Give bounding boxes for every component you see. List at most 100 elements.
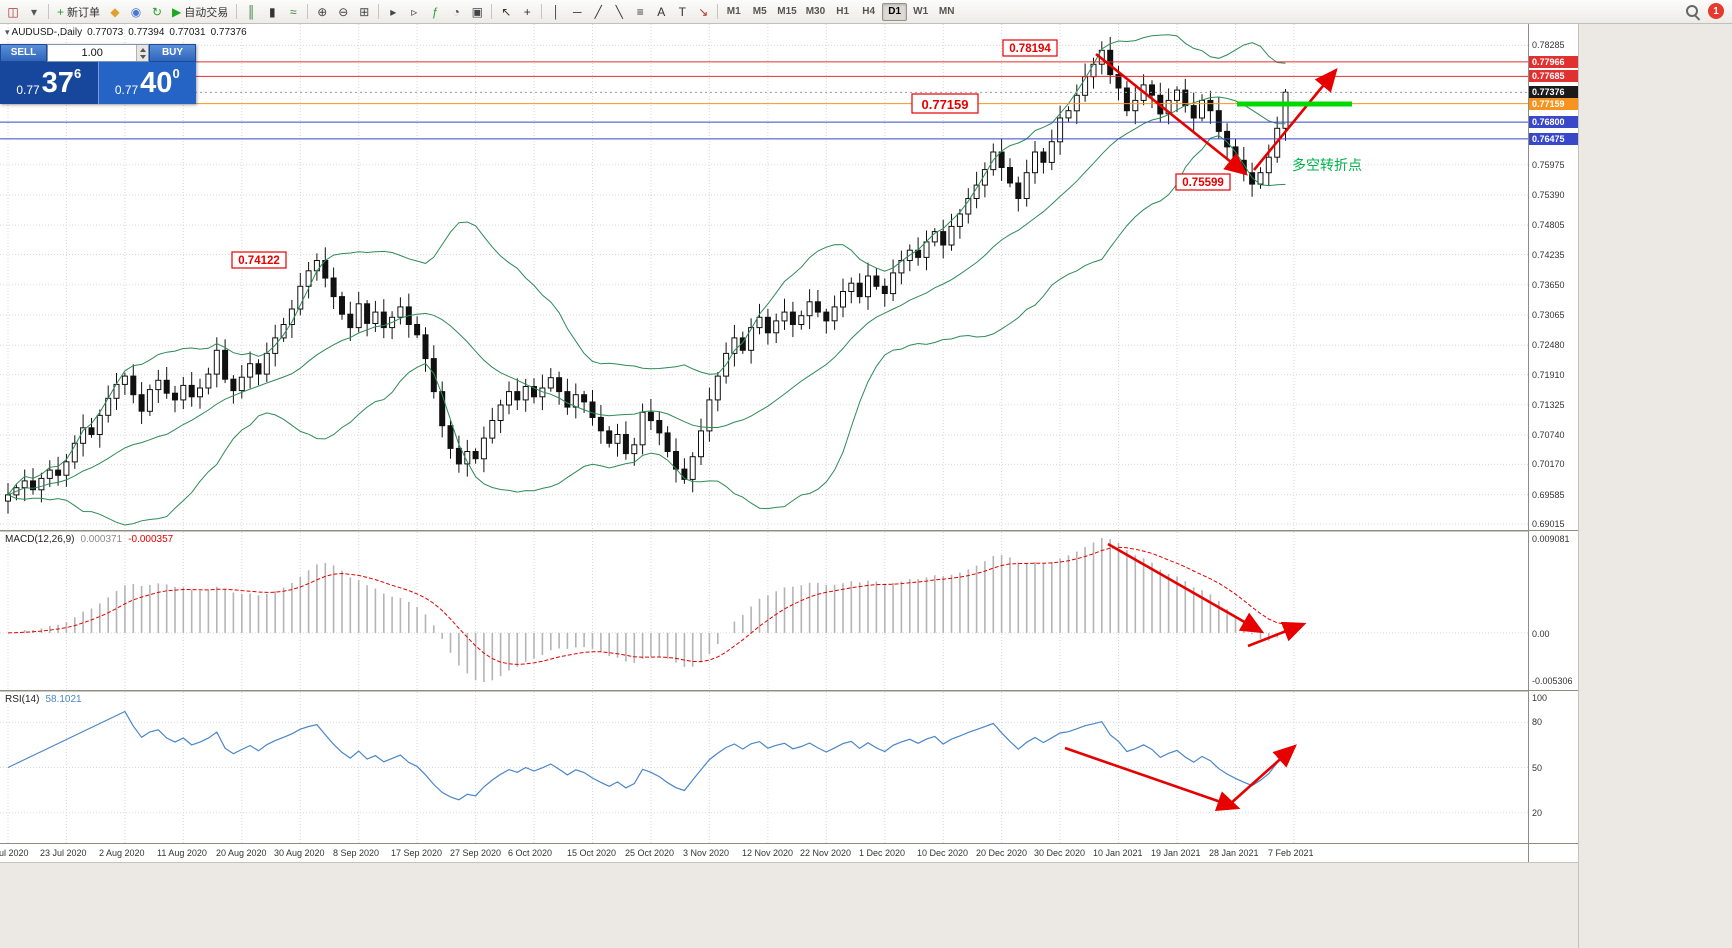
rsi-chart[interactable] <box>0 692 1528 843</box>
turning-point-label[interactable]: 多空转折点 <box>1292 157 1362 173</box>
label-button[interactable]: T <box>672 2 692 22</box>
candlestick-chart-button[interactable]: ▮ <box>262 2 282 22</box>
price-chart[interactable]: 0.78194 0.77159 0.75599 0.74122 多空转折点 <box>0 24 1528 530</box>
macd-splitter[interactable] <box>0 530 1528 532</box>
trend-arrows[interactable] <box>1095 52 1338 176</box>
auto-scroll-button[interactable]: ▸ <box>383 2 403 22</box>
candlestick-chart-icon: ▮ <box>268 4 276 19</box>
zoom-out-button[interactable]: ⊖ <box>333 2 353 22</box>
axis-label: 50 <box>1532 763 1543 773</box>
profiles-dropdown[interactable]: ▾ <box>24 2 44 22</box>
grid-layer <box>0 24 1528 530</box>
date-label: 10 Jan 2021 <box>1093 848 1143 858</box>
sell-price-display[interactable]: 0.77 37 6 <box>0 62 99 104</box>
timeframe-h4[interactable]: H4 <box>856 3 881 21</box>
line-chart-button[interactable]: ≈ <box>283 2 303 22</box>
buy-button[interactable]: BUY <box>149 44 196 62</box>
horizontal-line-objects[interactable] <box>0 61 1528 140</box>
toolbar-buttons: ◫ ▾ + 新订单 ◆ ◉ ↻ ▶ 自动交易 ║ ▮ ≈ ⊕ ⊖ ⊞ ▸ ▹ ƒ ◔ ▣ ↖ + │ ─ ╱ ╲ ≡ A T ↘ <box>3 2 721 22</box>
date-label: 25 Oct 2020 <box>625 848 675 858</box>
arrow-tool-button[interactable]: ↘ <box>693 2 713 22</box>
trendline-button[interactable]: ╱ <box>588 2 608 22</box>
buy-price-prefix: 0.77 <box>114 83 139 97</box>
toolbar-separator <box>378 4 380 19</box>
timeframe-m5[interactable]: M5 <box>747 3 772 21</box>
arrow-tool-icon: ↘ <box>698 4 709 19</box>
chart-window: 0.78194 0.77159 0.75599 0.74122 多空转折点 ▾ AUDUS… <box>0 24 1578 862</box>
symbol-dropdown-icon[interactable]: ▾ <box>5 27 10 37</box>
horizontal-line-button[interactable]: ─ <box>567 2 587 22</box>
time-axis[interactable]: 14 Jul 2020 23 Jul 2020 2 Aug 2020 11 Aug 2… <box>0 843 1528 862</box>
refresh-button[interactable]: ↻ <box>147 2 167 22</box>
timeframe-d1[interactable]: D1 <box>882 2 908 21</box>
vertical-line-button[interactable]: │ <box>546 2 566 22</box>
price-line-label: 0.77685 <box>1529 70 1578 82</box>
svg-text:0.74122: 0.74122 <box>238 255 280 267</box>
axis-label: 20 <box>1532 808 1543 818</box>
rsi-splitter[interactable] <box>0 690 1528 692</box>
macd-header: MACD(12,26,9) 0.000371 -0.000357 <box>5 534 179 545</box>
global-search-icon: ◉ <box>130 4 142 19</box>
text-icon: A <box>657 4 666 19</box>
search-icon[interactable] <box>1685 4 1700 19</box>
new-order-button[interactable]: + 新订单 <box>53 2 104 22</box>
date-label: 10 Dec 2020 <box>917 848 969 858</box>
fibonacci-button[interactable]: ≡ <box>630 2 650 22</box>
new-chart-icon: ◫ <box>7 4 19 19</box>
timeframe-mn[interactable]: MN <box>934 3 959 21</box>
price-callout-boxes[interactable]: 0.78194 0.77159 0.75599 0.74122 <box>231 39 1231 269</box>
toolbar-separator <box>307 4 309 19</box>
indicators-button[interactable]: ƒ <box>425 2 445 22</box>
autotrade-button[interactable]: ▶ 自动交易 <box>168 2 232 22</box>
timeframe-m15[interactable]: M15 <box>773 3 800 21</box>
text-button[interactable]: A <box>651 2 671 22</box>
axis-label: 80 <box>1532 717 1543 727</box>
periods-dropdown[interactable]: ◔ <box>446 2 466 22</box>
crosshair-button[interactable]: + <box>517 2 537 22</box>
channel-button[interactable]: ╲ <box>609 2 629 22</box>
chart-shift-button[interactable]: ▹ <box>404 2 424 22</box>
volume-input[interactable] <box>48 45 137 61</box>
global-search-button[interactable]: ◉ <box>126 2 146 22</box>
svg-text:0.78194: 0.78194 <box>1009 43 1051 55</box>
timeframe-m1[interactable]: M1 <box>721 3 746 21</box>
history-center-button[interactable]: ◆ <box>105 2 125 22</box>
notification-badge[interactable]: 1 <box>1708 3 1724 19</box>
periods-icon: ◔ <box>452 4 460 19</box>
buy-price-big: 40 <box>140 67 173 99</box>
price-line-label: 0.77966 <box>1529 56 1578 68</box>
volume-up-icon[interactable] <box>139 47 146 52</box>
symbol-name: AUDUSD-,Daily <box>11 27 83 38</box>
bar-chart-button[interactable]: ║ <box>241 2 261 22</box>
templates-icon: ▣ <box>471 4 483 19</box>
tile-windows-button[interactable]: ⊞ <box>354 2 374 22</box>
volume-down-icon[interactable] <box>139 54 146 59</box>
axis-label: 0.00 <box>1532 629 1550 639</box>
autotrade-button-label: 自动交易 <box>184 6 229 19</box>
price-axis[interactable]: 0.78285 0.75975 0.75390 0.74805 0.74235 0.736… <box>1528 24 1578 862</box>
new-chart-button[interactable]: ◫ <box>3 2 23 22</box>
axis-label: 0.70170 <box>1532 459 1565 469</box>
templates-button[interactable]: ▣ <box>467 2 487 22</box>
trend-arrows[interactable] <box>1107 542 1307 648</box>
line-chart-icon: ≈ <box>289 4 297 19</box>
bollinger-bands <box>7 34 1286 526</box>
zoom-in-button[interactable]: ⊕ <box>312 2 332 22</box>
timeframe-h1[interactable]: H1 <box>830 3 855 21</box>
main-toolbar: ◫ ▾ + 新订单 ◆ ◉ ↻ ▶ 自动交易 ║ ▮ ≈ ⊕ ⊖ ⊞ ▸ ▹ ƒ ◔ ▣ ↖ + │ ─ ╱ ╲ ≡ A T ↘ M1 M5… <box>0 0 1732 24</box>
macd-signal-value: -0.000357 <box>128 534 174 545</box>
macd-chart[interactable] <box>0 532 1528 690</box>
timeframe-m30[interactable]: M30 <box>802 3 829 21</box>
timeframe-w1[interactable]: W1 <box>908 3 933 21</box>
buy-price-display[interactable]: 0.77 40 0 <box>98 62 196 104</box>
svg-text:0.77159: 0.77159 <box>922 97 969 112</box>
axis-label: 0.75975 <box>1532 160 1565 170</box>
toolbar-separator <box>48 4 49 19</box>
sell-button[interactable]: SELL <box>0 44 47 62</box>
new-order-button-label: 新订单 <box>67 6 101 19</box>
sell-price-pip: 6 <box>73 66 82 81</box>
cursor-button[interactable]: ↖ <box>496 2 516 22</box>
trend-arrows[interactable] <box>1064 744 1297 812</box>
date-label: 20 Aug 2020 <box>216 848 267 858</box>
channel-icon: ╲ <box>615 4 623 19</box>
